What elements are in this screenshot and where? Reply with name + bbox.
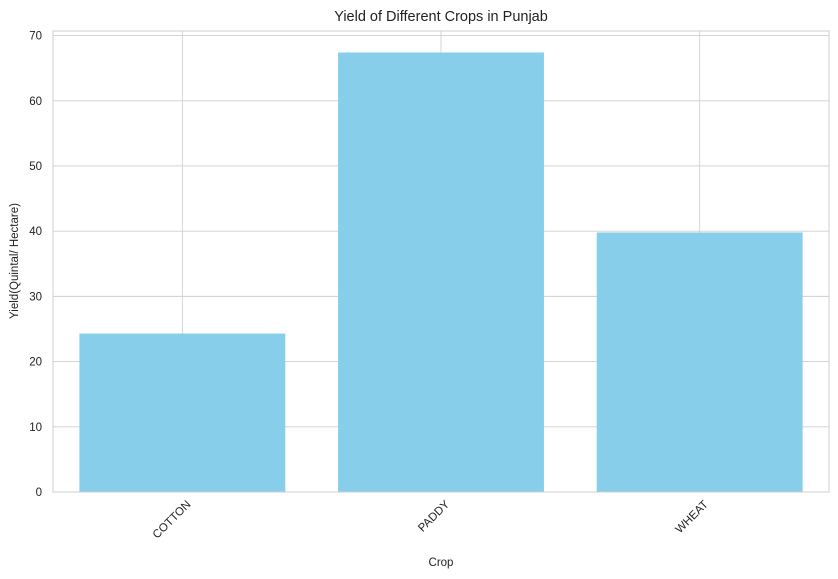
chart-title: Yield of Different Crops in Punjab (334, 9, 548, 25)
y-tick-label: 70 (29, 31, 42, 43)
bar-cotton (79, 333, 286, 492)
y-axis-label: Yield(Quintal/ Hectare) (9, 203, 21, 319)
y-tick-label: 50 (29, 161, 42, 173)
x-tick-labels: COTTON PADDY WHEAT (151, 498, 711, 541)
y-tick-label: 20 (29, 357, 42, 369)
y-tick-label: 60 (29, 96, 42, 108)
x-axis-label: Crop (429, 557, 454, 569)
bars (79, 52, 803, 493)
x-tick-label: COTTON (151, 499, 194, 542)
y-tick-label: 40 (29, 226, 42, 238)
x-tick-label: PADDY (416, 498, 452, 534)
bar-paddy (338, 52, 544, 493)
y-tick-label: 10 (29, 422, 42, 434)
y-tick-labels: 0 10 20 30 40 50 60 70 (29, 31, 42, 499)
y-tick-label: 30 (29, 291, 42, 303)
y-tick-label: 0 (36, 487, 42, 499)
plot-frame (52, 30, 830, 493)
bar-wheat (596, 232, 803, 492)
x-tick-label: WHEAT (674, 499, 711, 536)
